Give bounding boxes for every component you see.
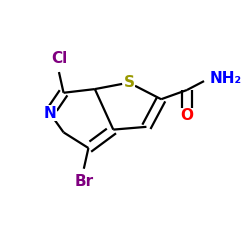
Text: NH₂: NH₂ <box>209 72 242 86</box>
Text: Cl: Cl <box>51 51 67 66</box>
Text: O: O <box>180 108 194 123</box>
Text: S: S <box>124 75 134 90</box>
Text: Br: Br <box>74 174 93 190</box>
Text: N: N <box>43 106 56 120</box>
